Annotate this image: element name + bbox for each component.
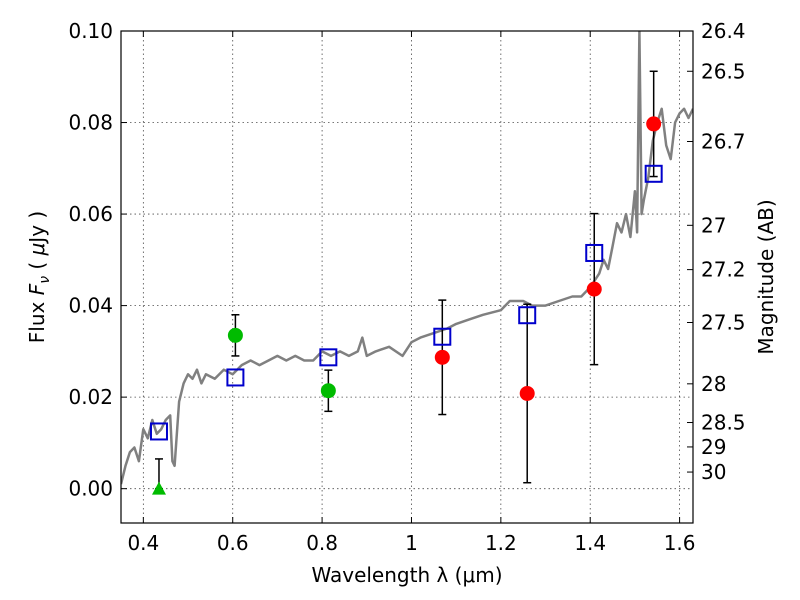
y2-tick-label: 30	[701, 460, 726, 484]
y-label-part: (	[25, 255, 49, 276]
model-flux-square	[518, 306, 537, 325]
green-data-point	[320, 383, 336, 399]
y-label-part: μ	[25, 243, 49, 257]
y-label-part: F	[25, 283, 49, 295]
x-tick-label: 0.8	[306, 531, 338, 555]
green-triangle-point	[151, 481, 166, 495]
y2-tick-label: 29	[701, 435, 726, 459]
red-data-point	[519, 385, 535, 401]
axis-ticks: 0.4 0.6 0.8 1 1.2 1.4 1.6 0.00 0.02 0.04 0.06 0.08 0…	[68, 19, 745, 555]
y-tick-label: 0.08	[68, 111, 113, 135]
model-flux-square	[149, 422, 168, 441]
model-spectrum-line	[121, 31, 693, 485]
plot-area	[121, 31, 693, 495]
y-label-part: Flux	[25, 295, 49, 343]
y-tick-label: 0.06	[68, 202, 113, 226]
red-data-point	[586, 281, 602, 297]
y-label-part: Jy )	[25, 211, 49, 245]
y2-tick-label: 27.5	[701, 311, 746, 335]
green-data-point	[227, 327, 243, 343]
y-axis-label: Flux Fν ( μJy )	[25, 211, 53, 343]
y-label-part: ν	[37, 276, 53, 284]
red-data-point	[434, 349, 450, 365]
y-tick-label: 0.10	[68, 19, 113, 43]
x-tick-label: 1.2	[485, 531, 517, 555]
y2-tick-label: 26.5	[701, 59, 746, 83]
y2-tick-label: 28	[701, 372, 726, 396]
red-data-point	[646, 116, 662, 132]
y2-tick-label: 26.4	[701, 19, 746, 43]
model-flux-square	[433, 327, 452, 346]
y2-tick-label: 28.5	[701, 411, 746, 435]
y-tick-label: 0.02	[68, 385, 113, 409]
y-tick-label: 0.00	[68, 477, 113, 501]
x-axis-label: Wavelength λ (μm)	[311, 563, 502, 587]
model-flux-square	[585, 243, 604, 262]
model-flux-square	[319, 348, 338, 367]
x-tick-label: 1.4	[574, 531, 606, 555]
x-tick-label: 1.6	[664, 531, 696, 555]
model-flux-square	[226, 368, 245, 387]
y2-tick-label: 27.2	[701, 258, 746, 282]
x-tick-label: 0.4	[127, 531, 159, 555]
y2-tick-label: 26.7	[701, 129, 746, 153]
y-tick-label: 0.04	[68, 294, 113, 318]
model-flux-square	[644, 164, 663, 183]
x-tick-label: 1	[405, 531, 418, 555]
plot-frame	[120, 30, 694, 524]
x-tick-label: 0.6	[217, 531, 249, 555]
y2-tick-label: 27	[701, 213, 726, 237]
y2-axis-label: Magnitude (AB)	[754, 199, 778, 354]
